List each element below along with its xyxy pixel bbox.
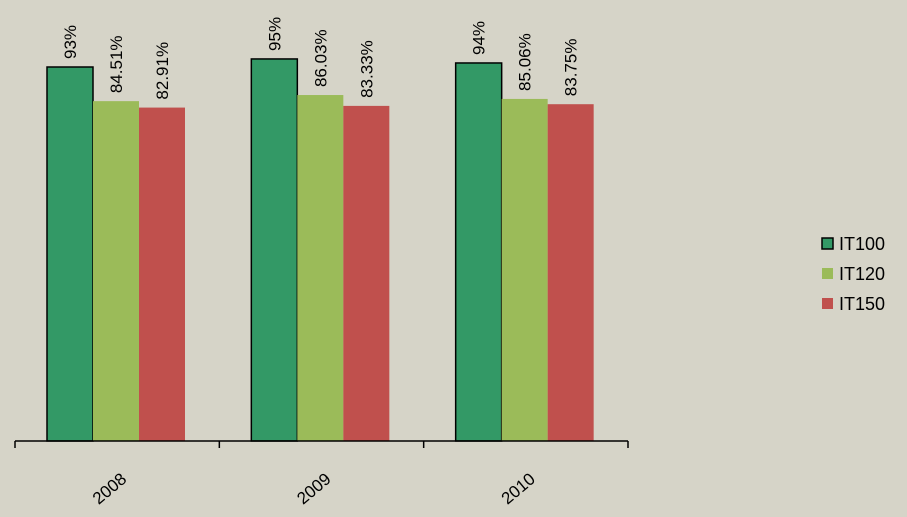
bars-layer bbox=[46, 58, 594, 442]
bar-it100-2010 bbox=[454, 62, 503, 442]
legend-swatch-it150 bbox=[822, 298, 833, 309]
data-label-it120-2010: 85.06% bbox=[516, 33, 535, 91]
data-label-it120-2009: 86.03% bbox=[311, 29, 330, 87]
data-label-it150-2009: 83.33% bbox=[357, 40, 376, 98]
x-tick-label-2010: 2010 bbox=[498, 469, 539, 508]
data-label-it150-2010: 83.75% bbox=[562, 39, 581, 97]
bar-it150-2010 bbox=[547, 104, 594, 442]
legend-swatch-it120 bbox=[822, 268, 833, 279]
legend-label-it120: IT120 bbox=[839, 264, 885, 284]
data-label-it100-2010: 94% bbox=[470, 21, 489, 55]
bar-it120-2008 bbox=[93, 101, 139, 441]
bar-it150-2009 bbox=[343, 105, 390, 442]
bar-it120-2010 bbox=[501, 98, 548, 441]
legend: IT100 IT120 IT150 bbox=[821, 234, 885, 314]
data-label-it100-2009: 95% bbox=[265, 17, 284, 51]
data-label-it120-2008: 84.51% bbox=[107, 35, 126, 93]
bar-it100-2009 bbox=[250, 58, 299, 442]
bar-it100-2008 bbox=[46, 66, 94, 442]
legend-label-it150: IT150 bbox=[839, 294, 885, 314]
data-labels-layer: 93% 84.51% 82.91% 95% 86.03% 83.33% 94% 85.06% 8… bbox=[61, 17, 581, 100]
bar-it120-2009 bbox=[297, 95, 344, 441]
legend-swatch-it100 bbox=[821, 237, 834, 250]
x-tick-label-2008: 2008 bbox=[89, 469, 130, 508]
data-label-it100-2008: 93% bbox=[61, 25, 80, 59]
data-label-it150-2008: 82.91% bbox=[153, 42, 172, 100]
bar-it150-2008 bbox=[139, 107, 185, 441]
x-tick-label-2009: 2009 bbox=[293, 469, 334, 508]
x-axis: 2008 2009 2010 bbox=[14, 440, 629, 508]
legend-label-it100: IT100 bbox=[839, 234, 885, 254]
